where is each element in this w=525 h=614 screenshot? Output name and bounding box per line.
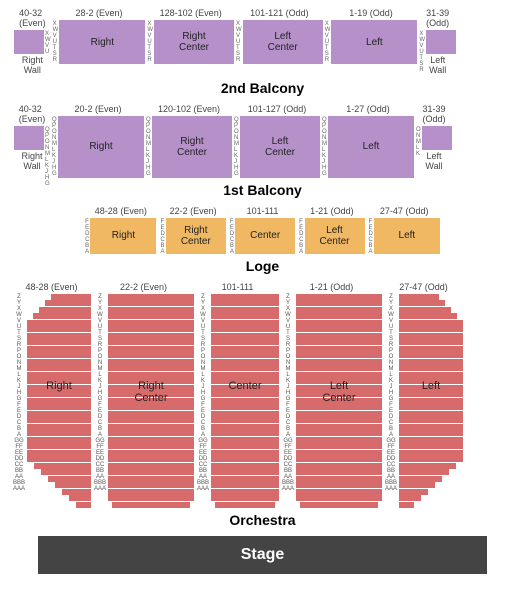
row-letters: ZYXWVUTSRPONMLKJHGFEDCBAGGFFEEDDCCBBAABB…: [93, 294, 107, 509]
seat-range-label: 22-2 (Even): [170, 206, 217, 216]
section-balcony2-right: 28-2 (Even)XWVUTSRRight: [53, 8, 146, 76]
row-letters: ZYXWVUTSRPONMLKJHGFEDCBAGGFFEEDDCCBBAABB…: [196, 294, 210, 509]
section-block[interactable]: Left Center: [240, 116, 320, 178]
seating-chart: 40-32 (Even)XWVURight Wall28-2 (Even)XWV…: [0, 0, 525, 578]
section-balcony1-left-center: 101-127 (Odd)QPONMLKJHGLeft Center: [234, 104, 320, 178]
section-block[interactable]: Right: [27, 294, 91, 509]
section-orchestra-center: 101-111 ZYXWVUTSRPONMLKJHGFEDCBAGGFFEEDDC…: [196, 282, 279, 509]
tier-balcony1: 40-32 (Even)QPONMLKJHGRight Wall20-2 (Ev…: [8, 104, 517, 198]
section-balcony1-left: 1-27 (Odd)QPONMLKJHGLeft: [322, 104, 414, 178]
seat-range-label: 48-28 (Even): [95, 206, 147, 216]
section-balcony2-wall: 40-32 (Even)XWVURight Wall: [14, 8, 51, 76]
wall-label: Left Wall: [429, 56, 446, 76]
row-letters: ZYXWVUTSRPONMLKJHGFEDCBAGGFFEEDDCCBBAABB…: [384, 294, 398, 509]
section-loge-center: 101-111FEDCBACenter: [230, 206, 295, 254]
seat-range-label: 128-102 (Even): [160, 8, 222, 18]
section-block[interactable]: Right: [59, 20, 145, 64]
tier-loge: 48-28 (Even)FEDCBARight22-2 (Even)FEDCBA…: [8, 206, 517, 274]
seat-range-label: 27-47 (Odd): [399, 282, 448, 292]
section-block[interactable]: Left: [331, 20, 417, 64]
section-orchestra-right-center: 22-2 (Even) ZYXWVUTSRPONMLKJHGFEDCBAGGFFE…: [93, 282, 194, 509]
section-orchestra-right: 48-28 (Even) ZYXWVUTSRPONMLKJHGFEDCBAGGFF…: [12, 282, 91, 509]
seat-range-label: 101-111: [222, 282, 254, 292]
section-loge-left-center: 1-21 (Odd)FEDCBALeft Center: [299, 206, 364, 254]
seat-range-label: 101-111: [247, 206, 279, 216]
section-balcony2-wall: 31-39 (Odd)XWVUTSRLeft Wall: [419, 8, 456, 76]
seat-range-label: 101-121 (Odd): [250, 8, 309, 18]
section-block[interactable]: Left: [399, 294, 463, 509]
section-balcony1-right: 20-2 (Even)QPONMLKJHGRight: [52, 104, 144, 178]
row-letters: ZYXWVUTSRPONMLKJHGFEDCBAGGFFEEDDCCBBAABB…: [12, 294, 26, 509]
section-balcony1-wall: 31-39 (Odd)ONMLKLeft Wall: [416, 104, 452, 178]
section-block[interactable]: Left Center: [305, 218, 365, 254]
tier-balcony2: 40-32 (Even)XWVURight Wall28-2 (Even)XWV…: [8, 8, 517, 96]
section-loge-left: 27-47 (Odd)FEDCBALeft: [369, 206, 440, 254]
section-block[interactable]: [422, 126, 452, 150]
seat-range-label: 22-2 (Even): [120, 282, 167, 292]
seat-range-label: 1-21 (Odd): [310, 206, 354, 216]
section-block[interactable]: Right Center: [152, 116, 232, 178]
section-balcony2-right-center: 128-102 (Even)XWVUTSRRight Center: [147, 8, 234, 76]
section-block[interactable]: Left Center: [296, 294, 382, 509]
wall-label: Right Wall: [22, 56, 43, 76]
row-letters: ZYXWVUTSRPONMLKJHGFEDCBAGGFFEEDDCCBBAABB…: [281, 294, 295, 509]
seat-range-label: 1-21 (Odd): [310, 282, 354, 292]
section-block[interactable]: Center: [235, 218, 295, 254]
section-block[interactable]: Right Center: [166, 218, 226, 254]
seat-range-label: 20-2 (Even): [74, 104, 121, 114]
tier-title-loge: Loge: [8, 258, 517, 274]
section-block[interactable]: Right: [58, 116, 144, 178]
wall-label: Right Wall: [21, 152, 42, 172]
section-orchestra-left-center: 1-21 (Odd) ZYXWVUTSRPONMLKJHGFEDCBAGGFFEE…: [281, 282, 382, 509]
section-balcony1-wall: 40-32 (Even)QPONMLKJHGRight Wall: [14, 104, 50, 178]
section-block[interactable]: Left: [328, 116, 414, 178]
tier-orchestra: 48-28 (Even) ZYXWVUTSRPONMLKJHGFEDCBAGGFF…: [8, 282, 517, 529]
seat-range-label: 40-32 (Even): [19, 8, 46, 28]
section-block[interactable]: [14, 30, 44, 54]
section-block[interactable]: [14, 126, 44, 150]
section-block[interactable]: [426, 30, 456, 54]
section-block[interactable]: Right Center: [154, 20, 234, 64]
stage: Stage: [38, 536, 487, 574]
section-balcony2-left-center: 101-121 (Odd)XWVUTSRLeft Center: [236, 8, 323, 76]
section-block[interactable]: Right Center: [108, 294, 194, 509]
section-balcony2-left: 1-19 (Odd)XWVUTSRLeft: [325, 8, 418, 76]
section-block[interactable]: Left Center: [243, 20, 323, 64]
section-block[interactable]: Center: [211, 294, 279, 509]
section-loge-right: 48-28 (Even)FEDCBARight: [85, 206, 156, 254]
seat-range-label: 120-102 (Even): [158, 104, 220, 114]
section-balcony1-right-center: 120-102 (Even)QPONMLKJHGRight Center: [146, 104, 232, 178]
section-block[interactable]: Left: [374, 218, 440, 254]
seat-range-label: 48-28 (Even): [25, 282, 77, 292]
seat-range-label: 31-39 (Odd): [422, 104, 445, 124]
section-orchestra-left: 27-47 (Odd)ZYXWVUTSRPONMLKJHGFEDCBAGGFFE…: [384, 282, 463, 509]
tier-title-orchestra: Orchestra: [8, 512, 517, 528]
section-loge-right-center: 22-2 (Even)FEDCBARight Center: [160, 206, 225, 254]
seat-range-label: 1-19 (Odd): [349, 8, 393, 18]
seat-range-label: 31-39 (Odd): [426, 8, 449, 28]
tier-title-balcony2: 2nd Balcony: [8, 80, 517, 96]
section-block[interactable]: Right: [90, 218, 156, 254]
wall-label: Left Wall: [425, 152, 442, 172]
seat-range-label: 27-47 (Odd): [380, 206, 429, 216]
seat-range-label: 101-127 (Odd): [248, 104, 307, 114]
seat-range-label: 28-2 (Even): [75, 8, 122, 18]
tier-title-balcony1: 1st Balcony: [8, 182, 517, 198]
seat-range-label: 40-32 (Even): [19, 104, 46, 124]
seat-range-label: 1-27 (Odd): [346, 104, 390, 114]
